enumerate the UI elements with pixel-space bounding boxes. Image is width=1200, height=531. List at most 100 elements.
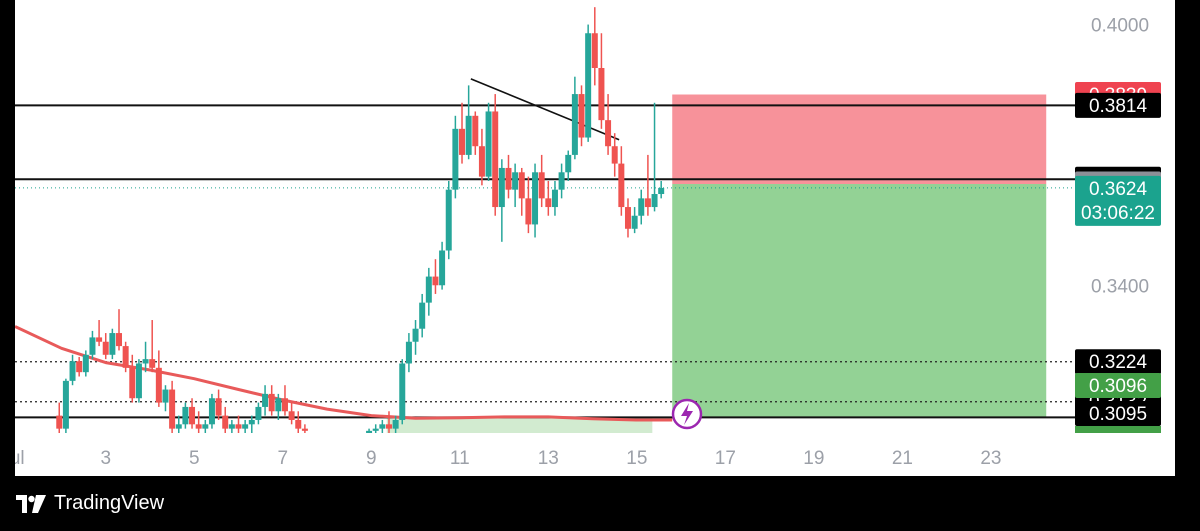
- candle: [295, 411, 302, 433]
- candle: [275, 393, 282, 420]
- candle-body: [651, 194, 658, 208]
- candle-body: [248, 419, 255, 425]
- candle: [56, 402, 63, 433]
- candle: [288, 402, 295, 425]
- candle-body: [82, 354, 89, 373]
- candle-body: [96, 337, 103, 342]
- candle-body: [295, 419, 302, 429]
- candle: [82, 350, 89, 377]
- price-tag-0-3624[interactable]: 0.3624 03:06:22: [1075, 175, 1161, 226]
- candle: [149, 320, 156, 373]
- candle: [439, 241, 446, 290]
- candle-body: [385, 424, 392, 429]
- candle: [611, 133, 618, 177]
- candle-body: [76, 361, 83, 373]
- candle-body: [465, 115, 472, 155]
- candle: [624, 198, 631, 238]
- candle-body: [518, 172, 525, 199]
- take-profit-zone[interactable]: [672, 184, 1047, 418]
- x-axis: ul 3 5 7 9 11 13 15 17 19 21 23: [15, 448, 1001, 469]
- overlay-layer: [671, 398, 703, 430]
- candle: [235, 415, 242, 433]
- candle-body: [631, 215, 638, 229]
- candle-body: [301, 428, 308, 431]
- candle-body: [611, 146, 618, 164]
- price-tag-0-3224[interactable]: 0.3224: [1075, 349, 1161, 375]
- candle: [162, 385, 169, 412]
- candle: [538, 154, 545, 208]
- candle-body: [169, 389, 176, 429]
- candle: [122, 341, 129, 373]
- candle-body: [222, 415, 229, 429]
- entry-zone[interactable]: [386, 417, 653, 433]
- candle: [116, 309, 123, 351]
- candle-body: [591, 33, 598, 69]
- candle: [202, 419, 209, 433]
- candle-body: [116, 333, 123, 347]
- candle: [248, 415, 255, 433]
- candle-body: [598, 68, 605, 121]
- candle-body: [255, 406, 262, 420]
- lightning-alert-icon[interactable]: [671, 398, 703, 430]
- price-tag-label: 0.3095: [1089, 404, 1147, 425]
- x-tick-label: 5: [189, 448, 200, 469]
- candle-body: [658, 187, 665, 195]
- candle: [242, 419, 249, 433]
- price-tag-0-3095[interactable]: 0.3095: [1075, 401, 1161, 426]
- candle-body: [129, 367, 136, 399]
- price-tag-0-3096[interactable]: 0.3096: [1075, 373, 1161, 398]
- candle-body: [644, 198, 651, 208]
- x-tick-label: 3: [100, 448, 111, 469]
- candle: [301, 424, 308, 433]
- candle-body: [372, 428, 379, 431]
- candle: [459, 102, 466, 164]
- x-tick-label: 17: [715, 448, 736, 469]
- candle: [372, 424, 379, 433]
- candle-body: [472, 115, 479, 147]
- candle: [478, 128, 485, 186]
- candle-body: [215, 398, 222, 416]
- candle: [89, 330, 96, 360]
- candle-body: [532, 172, 539, 225]
- x-tick-label: 15: [626, 448, 647, 469]
- lightning-bolt: [681, 403, 693, 425]
- candle-body: [425, 276, 432, 303]
- price-tag-label: 0.3224: [1089, 352, 1148, 373]
- brand[interactable]: TradingView: [16, 492, 164, 515]
- candle: [102, 333, 109, 360]
- candle-body: [162, 389, 169, 403]
- candle-body: [399, 363, 406, 420]
- countdown-label: 03:06:22: [1081, 203, 1155, 224]
- candle-body: [242, 424, 249, 429]
- candle: [558, 163, 565, 199]
- brand-name: TradingView: [54, 492, 165, 514]
- y-axis: 0.4000 0.3400: [1091, 16, 1149, 298]
- candle-body: [638, 198, 645, 216]
- candle-body: [195, 424, 202, 429]
- candle-body: [175, 424, 182, 429]
- candle: [222, 406, 229, 433]
- trendline[interactable]: [470, 78, 620, 141]
- candle: [62, 378, 69, 433]
- candle-body: [155, 367, 162, 403]
- candle: [505, 154, 512, 199]
- candle-body: [571, 94, 578, 155]
- stop-loss-zone[interactable]: [672, 94, 1047, 185]
- candle: [412, 320, 419, 355]
- tradingview-logo-icon: [16, 494, 46, 513]
- candle: [638, 189, 645, 225]
- candle-body: [512, 172, 519, 190]
- price-tags: 0.38390.38140.36440.36330.362403:06:220.…: [1075, 82, 1161, 433]
- candle-body: [379, 424, 386, 429]
- candle: [208, 393, 215, 429]
- price-tag-0-3814[interactable]: 0.3814: [1075, 92, 1161, 118]
- candle: [262, 385, 269, 416]
- candle: [651, 102, 658, 212]
- candle: [658, 180, 665, 199]
- candle-body: [135, 363, 142, 399]
- candle: [69, 354, 76, 386]
- candle-body: [366, 430, 373, 433]
- candle: [215, 389, 222, 420]
